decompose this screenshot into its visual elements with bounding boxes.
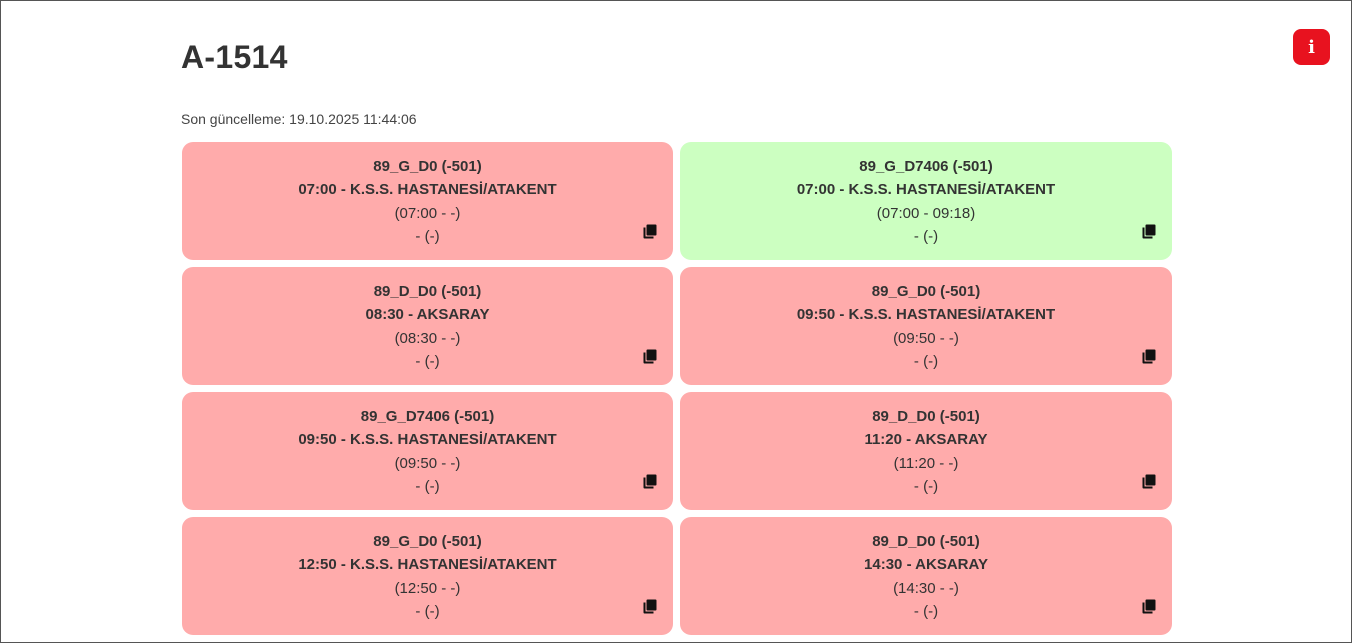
copy-icon[interactable] bbox=[643, 349, 657, 364]
copy-icon[interactable] bbox=[1142, 224, 1156, 239]
last-update-text: Son güncelleme: 19.10.2025 11:44:06 bbox=[181, 111, 417, 127]
trip-code: 89_G_D0 (-501) bbox=[373, 158, 482, 175]
trip-card: 89_G_D0 (-501) 07:00 - K.S.S. HASTANESİ/… bbox=[182, 142, 673, 260]
trip-times: (09:50 - -) bbox=[893, 329, 959, 347]
trip-departure: 14:30 - AKSARAY bbox=[864, 556, 988, 574]
trip-extra: - (-) bbox=[415, 352, 440, 370]
trip-departure: 07:00 - K.S.S. HASTANESİ/ATAKENT bbox=[298, 181, 557, 199]
trip-departure: 08:30 - AKSARAY bbox=[365, 306, 490, 324]
trip-times: (14:30 - -) bbox=[893, 579, 959, 597]
trip-card: 89_G_D0 (-501) 09:50 - K.S.S. HASTANESİ/… bbox=[680, 267, 1172, 385]
trip-grid: 89_G_D0 (-501) 07:00 - K.S.S. HASTANESİ/… bbox=[182, 142, 1172, 635]
copy-icon[interactable] bbox=[1142, 349, 1156, 364]
copy-icon[interactable] bbox=[643, 599, 657, 614]
copy-icon[interactable] bbox=[643, 474, 657, 489]
trip-extra: - (-) bbox=[913, 477, 939, 495]
copy-icon[interactable] bbox=[1142, 474, 1156, 489]
trip-times: (09:50 - -) bbox=[394, 454, 461, 472]
trip-code: 89_D_D0 (-501) bbox=[872, 408, 980, 425]
trip-times: (12:50 - -) bbox=[394, 579, 461, 597]
trip-code: 89_G_D7406 (-501) bbox=[859, 158, 993, 175]
trip-extra: - (-) bbox=[415, 477, 440, 495]
trip-extra: - (-) bbox=[913, 227, 939, 245]
trip-extra: - (-) bbox=[415, 602, 440, 620]
trip-departure: 09:50 - K.S.S. HASTANESİ/ATAKENT bbox=[298, 431, 557, 449]
trip-card: 89_G_D0 (-501) 12:50 - K.S.S. HASTANESİ/… bbox=[182, 517, 673, 635]
trip-times: (08:30 - -) bbox=[394, 329, 461, 347]
trip-departure: 12:50 - K.S.S. HASTANESİ/ATAKENT bbox=[298, 556, 557, 574]
trip-card: 89_D_D0 (-501) 14:30 - AKSARAY (14:30 - … bbox=[680, 517, 1172, 635]
trip-card: 89_G_D7406 (-501) 09:50 - K.S.S. HASTANE… bbox=[182, 392, 673, 510]
page-title: A-1514 bbox=[181, 39, 288, 75]
trip-extra: - (-) bbox=[415, 227, 440, 245]
trip-times: (07:00 - 09:18) bbox=[876, 204, 976, 222]
trip-card: 89_D_D0 (-501) 11:20 - AKSARAY (11:20 - … bbox=[680, 392, 1172, 510]
trip-departure: 09:50 - K.S.S. HASTANESİ/ATAKENT bbox=[796, 306, 1056, 324]
trip-departure: 07:00 - K.S.S. HASTANESİ/ATAKENT bbox=[796, 181, 1056, 199]
trip-extra: - (-) bbox=[913, 602, 939, 620]
copy-icon[interactable] bbox=[643, 224, 657, 239]
trip-code: 89_D_D0 (-501) bbox=[373, 283, 482, 300]
trip-code: 89_D_D0 (-501) bbox=[872, 533, 980, 550]
trip-code: 89_G_D0 (-501) bbox=[373, 533, 482, 550]
trip-card: 89_D_D0 (-501) 08:30 - AKSARAY (08:30 - … bbox=[182, 267, 673, 385]
trip-extra: - (-) bbox=[913, 352, 939, 370]
trip-code: 89_G_D0 (-501) bbox=[871, 283, 981, 300]
trip-card: 89_G_D7406 (-501) 07:00 - K.S.S. HASTANE… bbox=[680, 142, 1172, 260]
trip-times: (11:20 - -) bbox=[893, 454, 959, 472]
info-icon: i bbox=[1308, 36, 1315, 58]
trip-code: 89_G_D7406 (-501) bbox=[360, 408, 495, 425]
trip-departure: 11:20 - AKSARAY bbox=[864, 431, 988, 449]
trip-times: (07:00 - -) bbox=[394, 204, 461, 222]
info-button[interactable]: i bbox=[1293, 29, 1330, 65]
copy-icon[interactable] bbox=[1142, 599, 1156, 614]
